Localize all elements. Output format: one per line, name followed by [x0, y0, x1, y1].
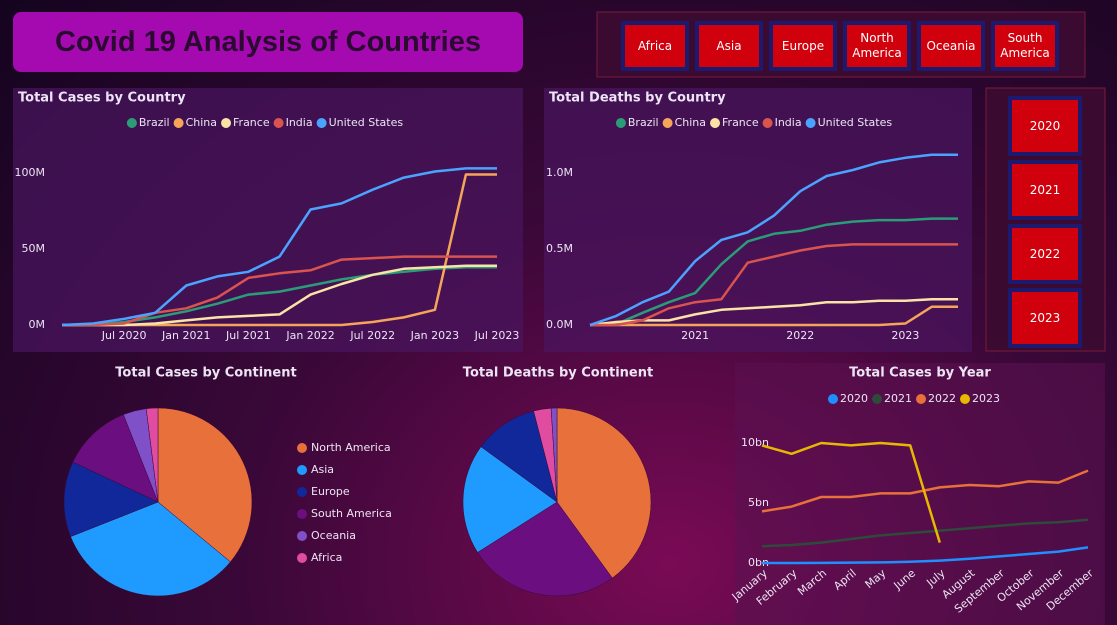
pie-slice	[462, 446, 558, 553]
legend-swatch	[805, 118, 816, 128]
legend-swatch	[828, 394, 838, 404]
slicer-button[interactable]: Oceania	[917, 21, 985, 71]
series-line	[589, 153, 958, 327]
legend-label: Oceania	[311, 529, 356, 542]
legend-swatch	[273, 118, 284, 128]
pie-slice	[145, 407, 159, 503]
legend-label: North America	[311, 441, 391, 454]
legend-label: 2022	[928, 392, 956, 405]
pie-slice	[63, 461, 159, 537]
slicer-button[interactable]: North America	[843, 21, 911, 71]
slicer-button[interactable]: 2021	[1008, 160, 1082, 220]
legend-swatch	[762, 118, 773, 128]
y-tick-label: 0M	[29, 318, 46, 331]
legend-label: Europe	[311, 485, 350, 498]
y-tick-label: 0.0M	[546, 318, 573, 331]
y-tick-label: 50M	[22, 242, 46, 255]
x-tick-label: Jul 2022	[349, 329, 395, 342]
chart-title: Total Cases by Continent	[115, 366, 296, 381]
slicer-button[interactable]: Asia	[695, 21, 763, 71]
legend-swatch	[960, 394, 970, 404]
dashboard-title: Covid 19 Analysis of Countries	[13, 12, 523, 72]
x-tick-label: 2022	[786, 329, 814, 342]
legend-label: United States	[818, 116, 893, 129]
x-tick-label: 2021	[681, 329, 709, 342]
legend-swatch	[297, 465, 307, 475]
legend-label: United States	[329, 116, 404, 129]
legend-swatch	[297, 553, 307, 563]
chart-title: Total Cases by Country	[18, 91, 186, 106]
legend-swatch	[221, 118, 232, 128]
legend-swatch	[916, 394, 926, 404]
series-line	[762, 546, 1089, 565]
legend-label: Asia	[311, 463, 334, 476]
pie-slice	[550, 407, 558, 503]
slicer-button[interactable]: Europe	[769, 21, 837, 71]
x-tick-label: Jul 2023	[474, 329, 520, 342]
legend-label: 2023	[972, 392, 1000, 405]
legend-label: China	[675, 116, 706, 129]
pie-slice	[556, 407, 652, 579]
legend-swatch	[615, 118, 626, 128]
series-line	[62, 264, 497, 327]
x-tick-label: Jul 2020	[101, 329, 147, 342]
legend-label: 2021	[884, 392, 912, 405]
x-tick-label: Jan 2023	[410, 329, 459, 342]
series-line	[589, 297, 958, 327]
pie-slice	[70, 501, 231, 597]
y-tick-label: 5bn	[748, 496, 769, 509]
y-tick-label: 0bn	[748, 556, 769, 569]
legend-label: 2020	[840, 392, 868, 405]
panel	[735, 363, 1105, 625]
slicer-button[interactable]: 2022	[1008, 224, 1082, 284]
legend-swatch	[297, 531, 307, 541]
slicer-button[interactable]: 2023	[1008, 288, 1082, 348]
chart-title: Total Deaths by Continent	[463, 366, 653, 381]
series-line	[761, 441, 941, 543]
legend-swatch	[297, 487, 307, 497]
pie-slice	[480, 410, 558, 503]
legend-label: India	[775, 116, 802, 129]
series-line	[62, 255, 497, 327]
legend-swatch	[297, 509, 307, 519]
series-line	[61, 167, 497, 327]
legend-label: South America	[311, 507, 392, 520]
legend-label: India	[286, 116, 313, 129]
slicer-button[interactable]: 2020	[1008, 96, 1082, 156]
pie-slice	[477, 501, 613, 597]
y-tick-label: 100M	[15, 166, 46, 179]
legend-swatch	[872, 394, 882, 404]
x-tick-label: Jul 2021	[225, 329, 271, 342]
slicer-button[interactable]: South America	[991, 21, 1059, 71]
legend-label: Africa	[311, 551, 342, 564]
panel	[13, 88, 523, 352]
legend-swatch	[662, 118, 673, 128]
legend-swatch	[173, 118, 184, 128]
series-line	[761, 518, 1089, 548]
legend-label: China	[186, 116, 217, 129]
pie-slice	[157, 407, 253, 563]
y-tick-label: 0.5M	[546, 242, 573, 255]
legend-swatch	[297, 443, 307, 453]
legend-label: Brazil	[628, 116, 659, 129]
chart-title: Total Deaths by Country	[549, 91, 726, 106]
chart-title: Total Cases by Year	[849, 366, 991, 381]
legend-swatch	[710, 118, 721, 128]
legend-label: France	[722, 116, 759, 129]
x-tick-label: Jan 2021	[161, 329, 210, 342]
series-line	[590, 305, 958, 327]
x-tick-label: Jan 2022	[285, 329, 334, 342]
y-tick-label: 1.0M	[546, 166, 573, 179]
x-tick-label: 2023	[891, 329, 919, 342]
legend-label: France	[233, 116, 270, 129]
series-line	[590, 243, 958, 327]
legend-swatch	[126, 118, 137, 128]
series-line	[589, 217, 958, 327]
pie-slice	[72, 414, 159, 503]
legend-swatch	[316, 118, 327, 128]
slicer-button[interactable]: Africa	[621, 21, 689, 71]
legend-label: Brazil	[139, 116, 170, 129]
